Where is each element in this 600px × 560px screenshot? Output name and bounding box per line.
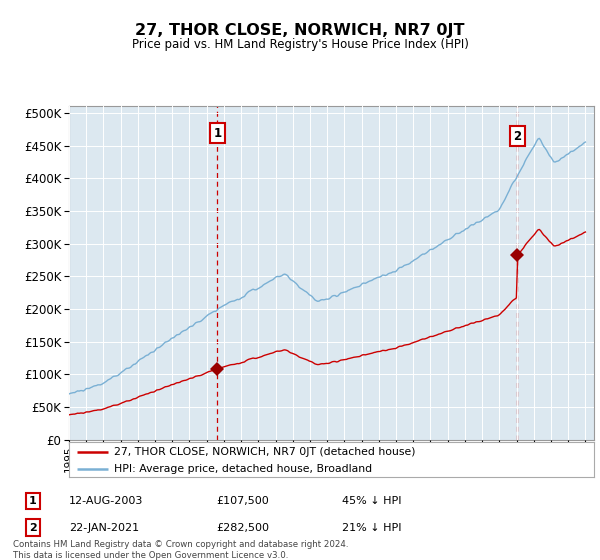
Text: 21% ↓ HPI: 21% ↓ HPI <box>342 522 401 533</box>
Text: HPI: Average price, detached house, Broadland: HPI: Average price, detached house, Broa… <box>113 464 372 474</box>
Text: 27, THOR CLOSE, NORWICH, NR7 0JT: 27, THOR CLOSE, NORWICH, NR7 0JT <box>135 24 465 38</box>
Text: 1: 1 <box>29 496 37 506</box>
Text: 1: 1 <box>214 127 221 139</box>
Text: £107,500: £107,500 <box>216 496 269 506</box>
Text: 2: 2 <box>514 130 521 143</box>
Text: £282,500: £282,500 <box>216 522 269 533</box>
Text: 12-AUG-2003: 12-AUG-2003 <box>69 496 143 506</box>
Text: 27, THOR CLOSE, NORWICH, NR7 0JT (detached house): 27, THOR CLOSE, NORWICH, NR7 0JT (detach… <box>113 447 415 457</box>
Text: 22-JAN-2021: 22-JAN-2021 <box>69 522 139 533</box>
Text: Price paid vs. HM Land Registry's House Price Index (HPI): Price paid vs. HM Land Registry's House … <box>131 38 469 52</box>
Text: 2: 2 <box>29 522 37 533</box>
Text: 45% ↓ HPI: 45% ↓ HPI <box>342 496 401 506</box>
Text: Contains HM Land Registry data © Crown copyright and database right 2024.
This d: Contains HM Land Registry data © Crown c… <box>13 540 349 559</box>
